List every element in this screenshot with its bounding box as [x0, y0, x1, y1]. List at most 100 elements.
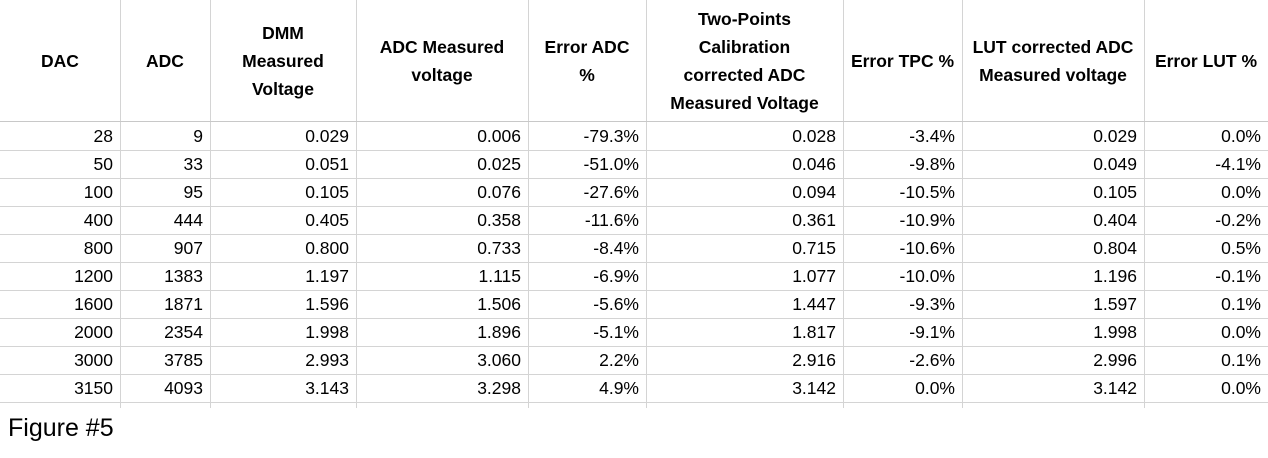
cell-dmm-voltage[interactable]: 1.197 [305, 266, 349, 286]
cell-error-lut[interactable]: 0.5% [1221, 238, 1261, 258]
cell-dmm-voltage[interactable]: 0.029 [305, 126, 349, 146]
header-error-adc[interactable]: Error ADC% [528, 0, 646, 121]
cell-error-adc[interactable]: -27.6% [583, 182, 639, 202]
cell-dac[interactable]: 100 [83, 182, 113, 202]
cell-dac[interactable]: 400 [83, 210, 113, 230]
cell-tpc-voltage[interactable]: 0.094 [792, 182, 836, 202]
cell-adc[interactable]: 33 [183, 154, 203, 174]
cell-adc-voltage[interactable]: 1.506 [477, 294, 521, 314]
header-lut-voltage[interactable]: LUT corrected ADC Measured voltage [962, 0, 1144, 121]
cell-tpc-voltage[interactable]: 1.077 [792, 266, 836, 286]
cell-adc-voltage[interactable]: 0.025 [477, 154, 521, 174]
header-error-lut[interactable]: Error LUT % [1144, 0, 1268, 121]
cell-adc[interactable]: 907 [173, 238, 203, 258]
cell-error-lut[interactable]: -4.1% [1215, 154, 1261, 174]
cell-error-adc[interactable]: 2.2% [599, 350, 639, 370]
header-adc[interactable]: ADC [120, 0, 210, 121]
cell-adc-voltage[interactable]: 0.733 [477, 238, 521, 258]
cell-adc[interactable]: 4093 [164, 378, 203, 398]
cell-dmm-voltage[interactable]: 1.998 [305, 322, 349, 342]
cell-tpc-voltage[interactable]: 1.817 [792, 322, 836, 342]
cell-dac[interactable]: 50 [93, 154, 113, 174]
cell-dac[interactable]: 1600 [74, 294, 113, 314]
cell-lut-voltage[interactable]: 0.049 [1093, 154, 1137, 174]
cell-adc[interactable]: 3785 [164, 350, 203, 370]
cell-dmm-voltage[interactable]: 1.596 [305, 294, 349, 314]
cell-adc[interactable]: 9 [193, 126, 203, 146]
cell-tpc-voltage[interactable]: 3.142 [792, 378, 836, 398]
cell-adc[interactable]: 1871 [164, 294, 203, 314]
cell-dac[interactable]: 2000 [74, 322, 113, 342]
cell-error-adc[interactable]: -51.0% [583, 154, 639, 174]
cell-lut-voltage[interactable]: 1.196 [1093, 266, 1137, 286]
cell-dac[interactable]: 3150 [74, 378, 113, 398]
cell-error-adc[interactable]: -8.4% [593, 238, 639, 258]
cell-error-lut[interactable]: -0.2% [1215, 210, 1261, 230]
cell-dac[interactable]: 1200 [74, 266, 113, 286]
cell-dac[interactable]: 28 [93, 126, 113, 146]
cell-error-lut[interactable]: 0.0% [1221, 182, 1261, 202]
cell-lut-voltage[interactable]: 0.404 [1093, 210, 1137, 230]
cell-error-tpc[interactable]: -9.3% [909, 294, 955, 314]
cell-tpc-voltage[interactable]: 0.715 [792, 238, 836, 258]
cell-error-adc[interactable]: -5.1% [593, 322, 639, 342]
cell-error-adc[interactable]: -6.9% [593, 266, 639, 286]
cell-dmm-voltage[interactable]: 0.800 [305, 238, 349, 258]
cell-error-lut[interactable]: 0.0% [1221, 322, 1261, 342]
cell-tpc-voltage[interactable]: 0.028 [792, 126, 836, 146]
cell-dac[interactable]: 800 [83, 238, 113, 258]
cell-error-adc[interactable]: -11.6% [584, 210, 639, 230]
cell-tpc-voltage[interactable]: 0.046 [792, 154, 836, 174]
cell-adc-voltage[interactable]: 3.298 [477, 378, 521, 398]
cell-lut-voltage[interactable]: 0.804 [1093, 238, 1137, 258]
cell-lut-voltage[interactable]: 0.105 [1093, 182, 1137, 202]
header-tpc-voltage[interactable]: Two-Points Calibration corrected ADC Measur… [646, 0, 843, 121]
cell-dmm-voltage[interactable]: 0.405 [305, 210, 349, 230]
cell-error-tpc[interactable]: -10.6% [899, 238, 955, 258]
header-adc-voltage[interactable]: ADC Measured voltage [356, 0, 528, 121]
cell-adc-voltage[interactable]: 1.896 [477, 322, 521, 342]
cell-adc[interactable]: 2354 [164, 322, 203, 342]
cell-error-tpc[interactable]: -10.9% [899, 210, 955, 230]
cell-dmm-voltage[interactable]: 0.105 [305, 182, 349, 202]
cell-tpc-voltage[interactable]: 0.361 [792, 210, 836, 230]
cell-error-tpc[interactable]: -10.5% [899, 182, 955, 202]
cell-lut-voltage[interactable]: 0.029 [1093, 126, 1137, 146]
cell-adc[interactable]: 444 [173, 210, 203, 230]
cell-error-lut[interactable]: 0.0% [1221, 378, 1261, 398]
cell-error-tpc[interactable]: -9.1% [909, 322, 955, 342]
cell-dmm-voltage[interactable]: 0.051 [305, 154, 349, 174]
cell-error-lut[interactable]: 0.1% [1221, 294, 1261, 314]
cell-adc[interactable]: 95 [183, 182, 203, 202]
cell-lut-voltage[interactable]: 2.996 [1093, 350, 1137, 370]
cell-dmm-voltage[interactable]: 2.993 [305, 350, 349, 370]
cell-error-tpc[interactable]: -3.4% [909, 126, 955, 146]
cell-error-tpc[interactable]: -2.6% [909, 350, 955, 370]
header-error-tpc[interactable]: Error TPC % [843, 0, 962, 121]
cell-tpc-voltage[interactable]: 2.916 [792, 350, 836, 370]
cell-dac[interactable]: 3000 [74, 350, 113, 370]
cell-adc-voltage[interactable]: 1.115 [478, 266, 522, 286]
cell-lut-voltage[interactable]: 3.142 [1093, 378, 1137, 398]
cell-error-tpc[interactable]: -10.0% [899, 266, 955, 286]
header-dac[interactable]: DAC [0, 0, 120, 121]
cell-tpc-voltage[interactable]: 1.447 [792, 294, 836, 314]
cell-adc-voltage[interactable]: 3.060 [477, 350, 521, 370]
cell-lut-voltage[interactable]: 1.597 [1093, 294, 1137, 314]
header-dmm-voltage[interactable]: DMM Measured Voltage [210, 0, 356, 121]
cell-adc-voltage[interactable]: 0.006 [477, 126, 521, 146]
cell-lut-voltage[interactable]: 1.998 [1093, 322, 1137, 342]
cell-error-tpc[interactable]: -9.8% [909, 154, 955, 174]
header-text-line: DMM [262, 22, 304, 43]
cell-dmm-voltage[interactable]: 3.143 [305, 378, 349, 398]
cell-error-lut[interactable]: 0.0% [1221, 126, 1261, 146]
cell-adc-voltage[interactable]: 0.076 [477, 182, 521, 202]
cell-error-adc[interactable]: 4.9% [599, 378, 639, 398]
cell-adc-voltage[interactable]: 0.358 [477, 210, 521, 230]
cell-error-tpc[interactable]: 0.0% [915, 378, 955, 398]
cell-adc[interactable]: 1383 [164, 266, 203, 286]
cell-error-lut[interactable]: -0.1% [1215, 266, 1261, 286]
cell-error-adc[interactable]: -79.3% [583, 126, 639, 146]
cell-error-adc[interactable]: -5.6% [593, 294, 639, 314]
cell-error-lut[interactable]: 0.1% [1221, 350, 1261, 370]
